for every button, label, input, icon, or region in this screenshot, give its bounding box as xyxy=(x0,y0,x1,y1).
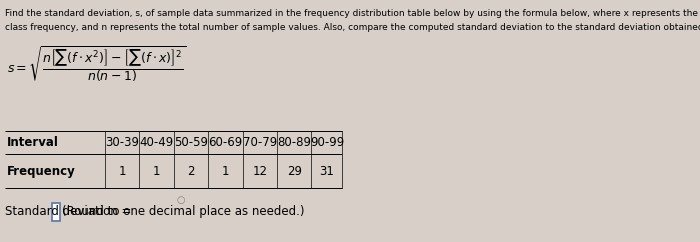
Text: 60-69: 60-69 xyxy=(208,136,242,149)
Text: Find the standard deviation, s, of sample data summarized in the frequency distr: Find the standard deviation, s, of sampl… xyxy=(5,8,700,18)
Text: 50-59: 50-59 xyxy=(174,136,208,149)
Text: Interval: Interval xyxy=(6,136,58,149)
Text: class frequency, and n represents the total number of sample values. Also, compa: class frequency, and n represents the to… xyxy=(5,23,700,32)
Text: 2: 2 xyxy=(187,165,195,178)
Text: 1: 1 xyxy=(222,165,229,178)
Text: Frequency: Frequency xyxy=(6,165,76,178)
FancyBboxPatch shape xyxy=(52,203,60,221)
Text: 70-79: 70-79 xyxy=(243,136,277,149)
Text: (Round to one decimal place as needed.): (Round to one decimal place as needed.) xyxy=(62,205,304,218)
Text: 80-89: 80-89 xyxy=(277,136,312,149)
Text: 29: 29 xyxy=(287,165,302,178)
Text: 40-49: 40-49 xyxy=(139,136,174,149)
Text: 12: 12 xyxy=(252,165,267,178)
Text: 1: 1 xyxy=(118,165,126,178)
Text: 31: 31 xyxy=(319,165,335,178)
Text: 30-39: 30-39 xyxy=(105,136,139,149)
Text: $s = \sqrt{\dfrac{n\left[\sum\left(f \cdot x^{2}\right)\right]-\left[\sum(f \cdo: $s = \sqrt{\dfrac{n\left[\sum\left(f \cd… xyxy=(6,45,186,84)
Text: 90-99: 90-99 xyxy=(310,136,344,149)
Text: 1: 1 xyxy=(153,165,160,178)
Text: ○: ○ xyxy=(176,195,185,205)
Text: Standard deviation =: Standard deviation = xyxy=(5,205,131,218)
